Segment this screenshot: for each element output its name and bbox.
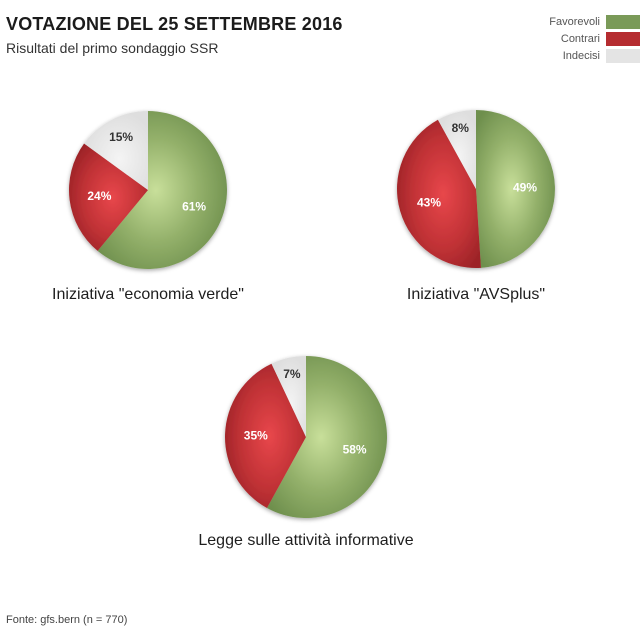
legend-label: Favorevoli <box>549 15 600 28</box>
pie-slice-indecisi <box>271 356 306 437</box>
pie-value-label: 49% <box>513 181 537 195</box>
pie-value-label: 8% <box>452 121 470 135</box>
legend-item-indecisi: Indecisi <box>440 47 640 64</box>
pie-value-label: 61% <box>182 200 206 214</box>
pie-value-label: 58% <box>343 443 367 457</box>
pie-slice-contrari <box>68 143 148 251</box>
legend-swatch <box>606 31 640 46</box>
legend-swatch <box>606 14 640 29</box>
pie-value-label: 24% <box>87 189 111 203</box>
source-note: Fonte: gfs.bern (n = 770) <box>6 614 128 626</box>
chart-subtitle: Risultati del primo sondaggio SSR <box>6 40 219 56</box>
pie-value-label: 35% <box>244 428 268 442</box>
legend-item-contrari: Contrari <box>440 30 640 47</box>
legend-swatch <box>606 48 640 63</box>
legend-label: Contrari <box>560 32 600 45</box>
pie-chart <box>225 356 388 519</box>
pie-value-label: 43% <box>417 196 441 210</box>
legend: Favorevoli Contrari Indecisi <box>440 13 640 64</box>
pie-slice-contrari <box>225 363 306 508</box>
pie-slice-contrari <box>397 119 481 268</box>
pie-slice-favorevoli <box>97 111 227 269</box>
pie-value-label: 15% <box>109 130 133 144</box>
pie-value-label: 7% <box>283 367 301 381</box>
legend-item-favorevoli: Favorevoli <box>440 13 640 30</box>
pie-chart-title: Legge sulle attività informative <box>198 532 413 549</box>
pie-chart-title: Iniziativa "AVSplus" <box>407 286 545 303</box>
chart-title: VOTAZIONE DEL 25 SETTEMBRE 2016 <box>6 14 343 34</box>
pie-slice-favorevoli <box>266 356 388 519</box>
pie-slice-indecisi <box>84 110 148 190</box>
pie-slice-indecisi <box>437 110 476 189</box>
legend-label: Indecisi <box>562 49 600 62</box>
pie-slice-favorevoli <box>476 110 555 268</box>
pie-chart <box>68 110 227 269</box>
pie-chart <box>397 110 555 268</box>
pie-chart-title: Iniziativa "economia verde" <box>52 286 244 303</box>
